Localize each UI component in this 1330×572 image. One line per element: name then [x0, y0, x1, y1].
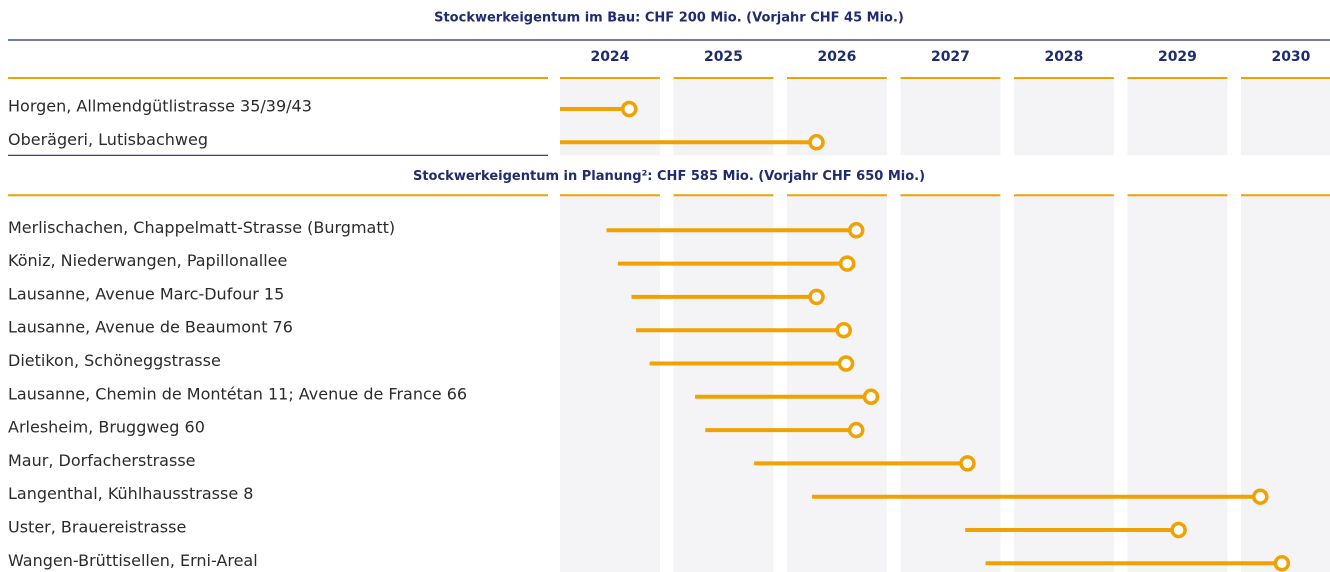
year-column: [1127, 195, 1228, 572]
end-marker: [1170, 521, 1187, 539]
row-label: Horgen, Allmendgütlistrasse 35/39/43: [8, 97, 312, 116]
row-label: Merlischachen, Chappelmatt-Strasse (Burg…: [8, 218, 395, 237]
row-label: Uster, Brauereistrasse: [8, 518, 186, 537]
end-marker: [808, 288, 825, 306]
row-label: Köniz, Niederwangen, Papillonallee: [8, 251, 287, 270]
row-label: Oberägeri, Lutisbachweg: [8, 130, 208, 149]
end-marker: [837, 355, 855, 372]
end-marker: [838, 255, 856, 272]
year-column: [1241, 195, 1330, 572]
row-label: Lausanne, Chemin de Montétan 11; Avenue …: [8, 384, 467, 403]
row-label: Lausanne, Avenue Marc-Dufour 15: [8, 284, 284, 303]
end-marker: [847, 222, 865, 239]
row-label: Lausanne, Avenue de Beaumont 76: [8, 318, 293, 337]
row-label: Wangen-Brüttisellen, Erni-Areal: [8, 551, 258, 570]
row-label: Langenthal, Kühlhausstrasse 8: [8, 484, 253, 503]
year-label: 2029: [1158, 49, 1197, 65]
year-column: [1127, 78, 1228, 156]
year-column: [1241, 78, 1330, 156]
year-column: [900, 195, 1001, 572]
year-column: [787, 195, 887, 572]
year-column: [1014, 78, 1114, 156]
year-label: 2027: [931, 49, 970, 65]
row-label: Arlesheim, Bruggweg 60: [8, 418, 205, 437]
end-marker: [1252, 488, 1269, 505]
end-marker: [808, 134, 825, 151]
year-label: 2030: [1271, 49, 1310, 65]
section-title: Stockwerkeigentum in Planung²: CHF 585 M…: [413, 169, 925, 184]
row-label: Dietikon, Schöneggstrasse: [8, 351, 221, 370]
end-marker: [959, 455, 976, 472]
year-label: 2024: [590, 49, 629, 65]
end-marker: [847, 421, 865, 439]
end-marker: [862, 388, 880, 406]
row-label: Maur, Dorfacherstrasse: [8, 451, 196, 470]
end-marker: [620, 100, 638, 118]
year-column: [1014, 195, 1114, 572]
end-marker: [1273, 555, 1291, 572]
year-column: [673, 195, 774, 572]
year-column: [900, 78, 1001, 156]
year-column: [560, 195, 660, 572]
year-label: 2025: [704, 49, 743, 65]
year-label: 2028: [1044, 49, 1083, 65]
year-label: 2026: [817, 49, 856, 65]
end-marker: [835, 321, 852, 339]
section-title: Stockwerkeigentum im Bau: CHF 200 Mio. (…: [434, 11, 904, 26]
